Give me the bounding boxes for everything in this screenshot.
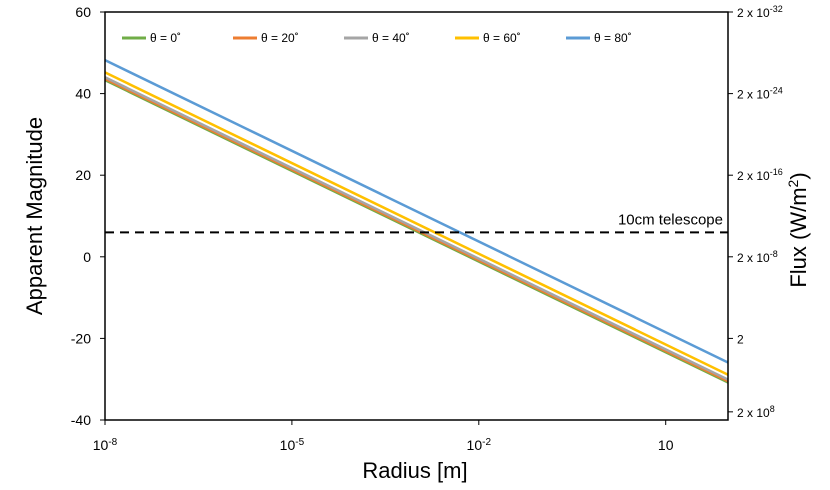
x-tick-label: 10-2 bbox=[467, 437, 492, 454]
x-tick-label: 10-5 bbox=[280, 437, 305, 454]
y2-axis-title-prefix: Flux (W/m bbox=[786, 187, 811, 287]
series-line bbox=[104, 71, 729, 376]
x-tick-label: 10 bbox=[658, 437, 674, 453]
series-layer bbox=[104, 59, 729, 384]
y-tick-label: 0 bbox=[83, 249, 91, 265]
y2-axis-title: Flux (W/m2) bbox=[785, 172, 811, 287]
y-tick-label: -40 bbox=[71, 412, 91, 428]
y2-tick-label: 2 x 10-32 bbox=[737, 4, 783, 20]
y-tick-label: 60 bbox=[75, 4, 91, 20]
series-line bbox=[104, 76, 729, 381]
plot-frame bbox=[104, 11, 729, 421]
y-tick-label: 20 bbox=[75, 167, 91, 183]
reference-line-label: 10cm telescope bbox=[618, 211, 723, 228]
y2-tick-label: 2 x 10-8 bbox=[737, 249, 778, 265]
x-tick-label: 10-8 bbox=[93, 437, 118, 454]
ticks-layer: -40 -20 0 20 40 60 10-8 10-5 10-2 10 2 x 10-32 2 x … bbox=[71, 4, 783, 453]
y-tick-label: 40 bbox=[75, 86, 91, 102]
legend-label: θ = 80˚ bbox=[594, 31, 632, 45]
x-axis-title: Radius [m] bbox=[362, 458, 467, 483]
y2-tick-label: 2 x 10-24 bbox=[737, 86, 783, 102]
legend-label: θ = 0˚ bbox=[150, 31, 181, 45]
y2-tick-label: 2 bbox=[737, 332, 744, 346]
y2-tick-label: 2 x 108 bbox=[737, 404, 775, 420]
series-line bbox=[104, 77, 729, 383]
legend-label: θ = 60˚ bbox=[483, 31, 521, 45]
legend: θ = 0˚ θ = 20˚ θ = 40˚ θ = 60˚ θ = 80˚ bbox=[122, 31, 632, 45]
y2-axis-title-sup: 2 bbox=[785, 179, 801, 187]
y2-tick-label: 2 x 10-16 bbox=[737, 167, 783, 183]
series-line bbox=[104, 59, 729, 364]
y-axis-title: Apparent Magnitude bbox=[22, 117, 47, 315]
legend-label: θ = 20˚ bbox=[261, 31, 299, 45]
y-tick-label: -20 bbox=[71, 330, 91, 346]
y2-axis-title-suffix: ) bbox=[786, 172, 811, 179]
legend-label: θ = 40˚ bbox=[372, 31, 410, 45]
